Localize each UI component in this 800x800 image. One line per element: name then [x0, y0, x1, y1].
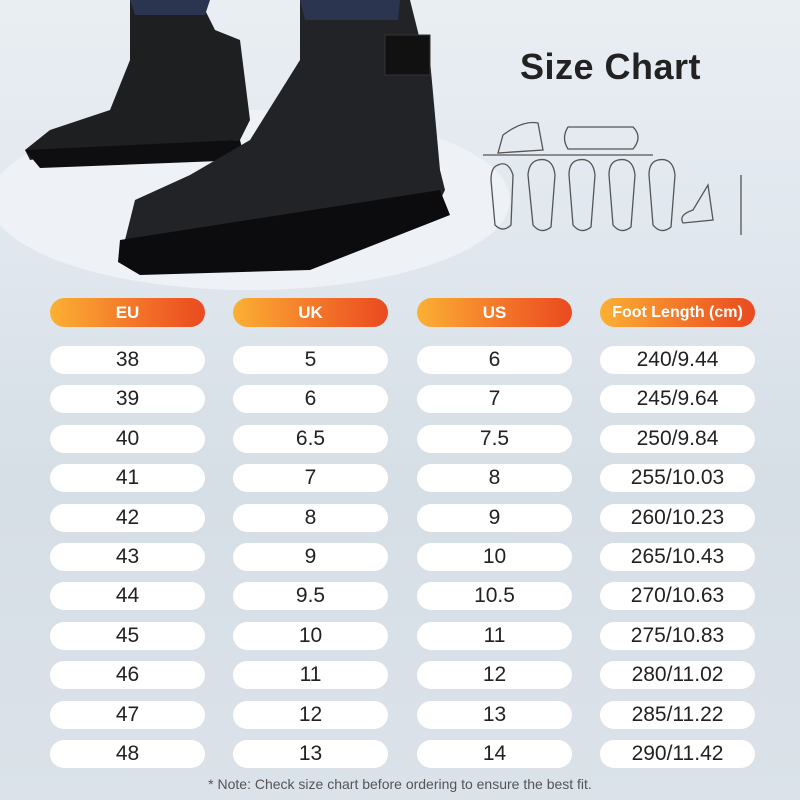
cell-foot-length: 290/11.42: [600, 740, 755, 768]
cell-uk: 6: [233, 385, 388, 414]
cell-eu: 46: [50, 661, 205, 690]
foot-measurement-diagram-icon: [483, 121, 742, 235]
cell-eu: 44: [50, 582, 205, 611]
cell-eu: 47: [50, 700, 205, 729]
cell-uk: 13: [233, 740, 388, 768]
cell-uk: 11: [233, 661, 388, 690]
cell-us: 10: [417, 543, 572, 571]
cell-us: 14: [417, 740, 572, 768]
cell-eu: 41: [50, 464, 205, 493]
boots-illustration: [0, 0, 510, 290]
cell-foot-length: 265/10.43: [600, 543, 755, 571]
cell-foot-length: 275/10.83: [600, 621, 755, 650]
cell-uk: 12: [233, 700, 388, 729]
cell-eu: 43: [50, 543, 205, 571]
cell-foot-length: 245/9.64: [600, 385, 755, 414]
cell-eu: 38: [50, 346, 205, 374]
cell-foot-length: 250/9.84: [600, 424, 755, 453]
cell-eu: 39: [50, 385, 205, 414]
cell-us: 12: [417, 661, 572, 690]
size-chart-title: Size Chart: [520, 46, 702, 87]
cell-us: 8: [417, 464, 572, 493]
cell-foot-length: 270/10.63: [600, 582, 755, 611]
header-us: US: [417, 298, 572, 327]
product-photo-boots: [0, 0, 800, 295]
cell-eu: 48: [50, 740, 205, 768]
cell-us: 6: [417, 346, 572, 374]
header-eu: EU: [50, 298, 205, 327]
cell-uk: 9: [233, 543, 388, 571]
cell-foot-length: 260/10.23: [600, 503, 755, 532]
cell-uk: 5: [233, 346, 388, 374]
cell-us: 13: [417, 700, 572, 729]
cell-us: 10.5: [417, 582, 572, 611]
cell-uk: 9.5: [233, 582, 388, 611]
sizing-note: * Note: Check size chart before ordering…: [208, 776, 592, 792]
cell-us: 9: [417, 503, 572, 532]
cell-uk: 8: [233, 503, 388, 532]
cell-uk: 7: [233, 464, 388, 493]
cell-foot-length: 255/10.03: [600, 464, 755, 493]
cell-foot-length: 280/11.02: [600, 661, 755, 690]
header-uk: UK: [233, 298, 388, 327]
cell-us: 7.5: [417, 424, 572, 453]
cell-eu: 45: [50, 621, 205, 650]
cell-foot-length: 285/11.22: [600, 700, 755, 729]
cell-eu: 40: [50, 424, 205, 453]
cell-uk: 6.5: [233, 424, 388, 453]
header-foot-length: Foot Length (cm): [600, 298, 755, 327]
cell-eu: 42: [50, 503, 205, 532]
cell-foot-length: 240/9.44: [600, 346, 755, 374]
cell-us: 11: [417, 621, 572, 650]
cell-us: 7: [417, 385, 572, 414]
cell-uk: 10: [233, 621, 388, 650]
